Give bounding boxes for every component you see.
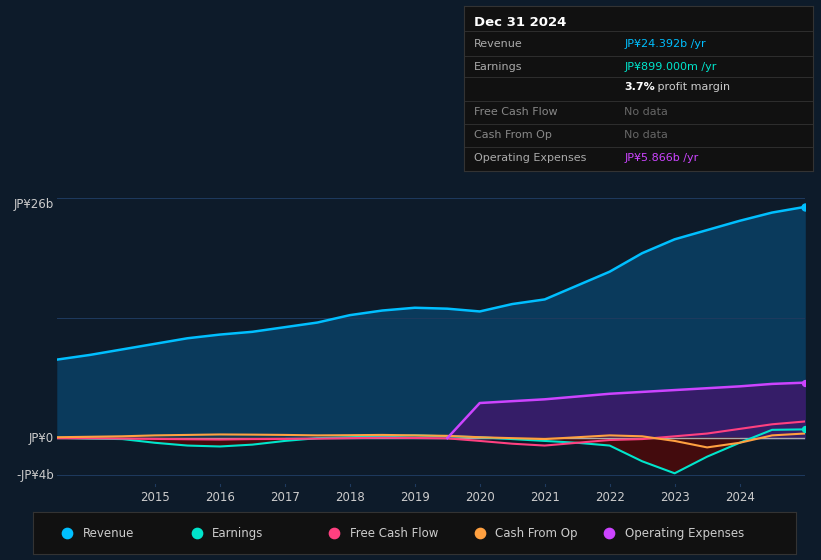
Text: 2021: 2021 [530,491,560,504]
Point [798,203,811,212]
Text: JP¥899.000m /yr: JP¥899.000m /yr [624,62,717,72]
Point [61,529,74,538]
Point [328,529,341,538]
Text: JP¥26b: JP¥26b [13,198,53,211]
Text: Earnings: Earnings [475,62,523,72]
Text: Free Cash Flow: Free Cash Flow [475,107,558,117]
Text: 2018: 2018 [335,491,365,504]
Point [798,378,811,387]
Point [190,529,204,538]
Text: 2022: 2022 [594,491,625,504]
Text: 2019: 2019 [400,491,429,504]
Text: 2016: 2016 [205,491,235,504]
Text: Cash From Op: Cash From Op [475,130,553,141]
Text: 2020: 2020 [465,491,494,504]
Point [603,529,616,538]
Text: 2017: 2017 [270,491,300,504]
Text: profit margin: profit margin [654,82,730,92]
Text: JP¥24.392b /yr: JP¥24.392b /yr [624,39,706,49]
Text: Operating Expenses: Operating Expenses [475,153,587,164]
Text: JP¥0: JP¥0 [29,432,53,445]
Text: Earnings: Earnings [213,527,264,540]
Text: 3.7%: 3.7% [624,82,655,92]
Text: 2024: 2024 [725,491,754,504]
Text: Cash From Op: Cash From Op [495,527,577,540]
Text: No data: No data [624,130,668,141]
Text: 2015: 2015 [140,491,170,504]
Text: Free Cash Flow: Free Cash Flow [350,527,438,540]
Text: 2023: 2023 [660,491,690,504]
Text: -JP¥4b: -JP¥4b [16,469,53,482]
Text: Operating Expenses: Operating Expenses [625,527,744,540]
Point [798,425,811,434]
Point [473,529,486,538]
Text: No data: No data [624,107,668,117]
Text: Revenue: Revenue [82,527,134,540]
Text: JP¥5.866b /yr: JP¥5.866b /yr [624,153,699,164]
Text: Revenue: Revenue [475,39,523,49]
Text: Dec 31 2024: Dec 31 2024 [475,16,566,29]
